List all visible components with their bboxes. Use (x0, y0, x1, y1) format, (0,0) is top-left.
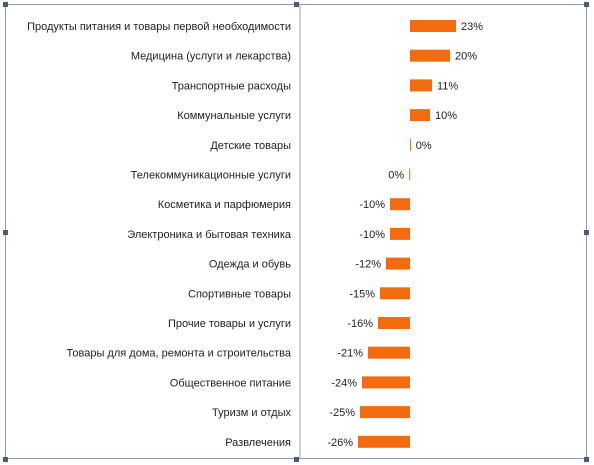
data-label: -26% (327, 437, 353, 449)
bar (378, 317, 410, 329)
category-label: Транспортные расходы (172, 80, 291, 92)
resize-handle-top-right[interactable] (584, 2, 589, 7)
data-label: 23% (461, 21, 483, 33)
data-label: -10% (359, 199, 385, 211)
data-label: 0% (388, 170, 404, 182)
category-label: Медицина (услуги и лекарства) (131, 51, 291, 63)
resize-handle-middle-right[interactable] (584, 230, 589, 235)
bar-chart: Продукты питания и товары первой необход… (27, 5, 483, 458)
category-label: Коммунальные услуги (177, 110, 291, 122)
bar (390, 198, 410, 211)
chart-frame: Продукты питания и товары первой необход… (5, 4, 587, 459)
bar (410, 138, 411, 151)
category-label: Товары для дома, ремонта и строительства (67, 348, 292, 360)
category-label: Спортивные товары (188, 288, 291, 300)
resize-handle-top-middle[interactable] (294, 2, 299, 7)
bar (390, 227, 410, 240)
data-label: -12% (355, 259, 381, 271)
category-label: Косметика и парфюмерия (158, 199, 291, 211)
resize-handle-bottom-left[interactable] (3, 457, 8, 462)
category-label: Продукты питания и товары первой необход… (27, 21, 291, 33)
data-label: -10% (359, 229, 385, 241)
bar (410, 49, 450, 62)
category-label: Детские товары (210, 140, 291, 152)
category-label: Общественное питание (170, 377, 291, 389)
bar (409, 168, 411, 181)
resize-handle-bottom-right[interactable] (584, 457, 589, 462)
bar (410, 109, 430, 122)
bar (380, 287, 410, 300)
data-label: -16% (347, 318, 373, 330)
category-label: Прочие товары и услуги (168, 318, 291, 330)
resize-handle-top-left[interactable] (3, 2, 8, 7)
data-label: -21% (337, 348, 363, 360)
data-label: -15% (349, 288, 375, 300)
bar (368, 346, 410, 359)
category-label: Туризм и отдых (212, 407, 291, 419)
data-label: 20% (455, 51, 477, 63)
bar (410, 20, 456, 32)
category-label: Электроника и бытовая техника (127, 229, 292, 241)
data-label: 11% (437, 80, 458, 92)
bar (358, 435, 410, 448)
bar (386, 257, 410, 270)
category-label: Телекоммуникационные услуги (131, 170, 291, 182)
bar (410, 79, 432, 92)
bar (360, 406, 410, 419)
category-label: Одежда и обувь (209, 259, 291, 271)
data-label: -25% (329, 407, 355, 419)
bar (362, 376, 410, 389)
data-label: 10% (435, 110, 457, 122)
data-label: 0% (416, 140, 432, 152)
data-label: -24% (331, 377, 357, 389)
resize-handle-middle-left[interactable] (3, 230, 8, 235)
category-label: Развлечения (225, 437, 291, 449)
resize-handle-bottom-middle[interactable] (294, 457, 299, 462)
